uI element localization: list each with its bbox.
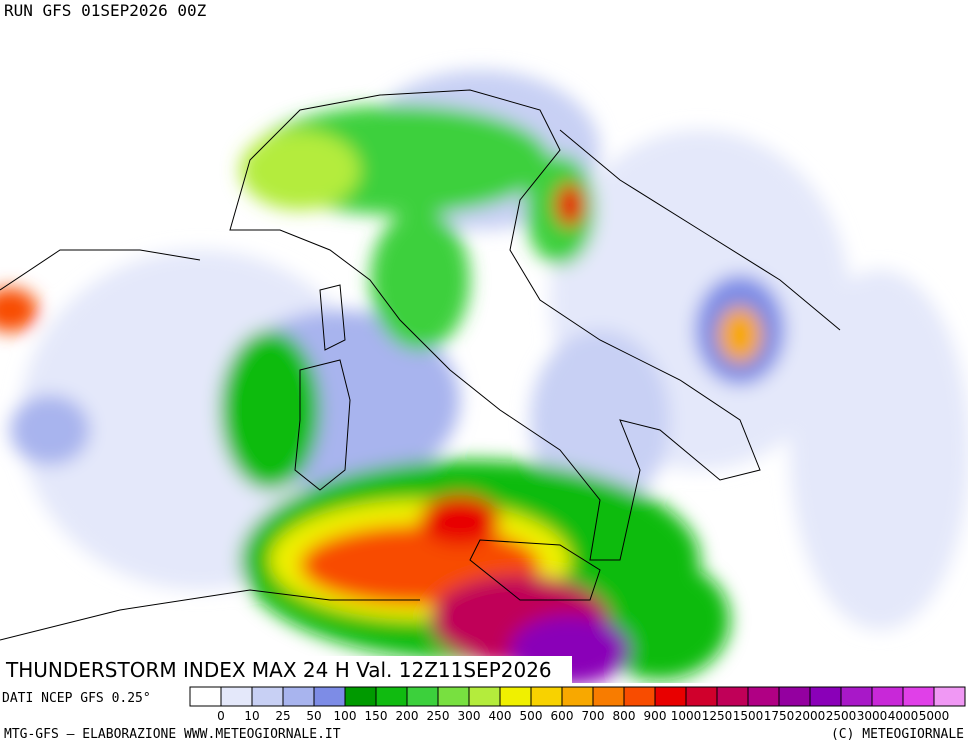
legend-label: 400	[489, 709, 512, 723]
legend-swatch	[220, 686, 253, 707]
footer-right: (C) METEOGIORNALE	[831, 727, 964, 742]
legend-label: 600	[551, 709, 574, 723]
footer-left: MTG-GFS – ELABORAZIONE WWW.METEOGIORNALE…	[4, 727, 341, 742]
title-box	[0, 656, 572, 683]
legend-swatch	[437, 686, 470, 707]
legend-swatch	[747, 686, 780, 707]
legend-swatch	[592, 686, 625, 707]
legend-swatch	[654, 686, 687, 707]
legend-label: 800	[613, 709, 636, 723]
legend-label: 25	[275, 709, 290, 723]
legend-swatch	[468, 686, 501, 707]
legend-swatch	[344, 686, 377, 707]
legend-label: 5000	[919, 709, 950, 723]
legend-swatch	[282, 686, 315, 707]
legend-label: 10	[244, 709, 259, 723]
legend-swatch	[778, 686, 811, 707]
legend-swatch	[499, 686, 532, 707]
legend-swatch	[375, 686, 408, 707]
legend-label: 4000	[888, 709, 919, 723]
legend-swatch	[902, 686, 935, 707]
legend-swatch	[933, 686, 966, 707]
legend-swatch	[840, 686, 873, 707]
run-label: RUN GFS 01SEP2026 00Z	[4, 1, 207, 20]
legend-label: 200	[396, 709, 419, 723]
legend-label: 2500	[826, 709, 857, 723]
legend-label: 1750	[764, 709, 795, 723]
legend-label: 1500	[733, 709, 764, 723]
legend-label: 0	[217, 709, 225, 723]
legend-swatch	[623, 686, 656, 707]
legend-swatch	[809, 686, 842, 707]
legend-swatch	[685, 686, 718, 707]
coastlines	[0, 89, 841, 641]
legend-label: 300	[458, 709, 481, 723]
legend-swatch	[716, 686, 749, 707]
legend-label: 250	[427, 709, 450, 723]
legend-swatch	[561, 686, 594, 707]
legend-label: 50	[306, 709, 321, 723]
map	[0, 70, 968, 685]
legend-label: 100	[334, 709, 357, 723]
legend-swatch	[313, 686, 346, 707]
legend-swatch	[871, 686, 904, 707]
color-legend: 0 10 25 50 100 150 200 250 300 400 500 600 700 800 900…	[189, 686, 966, 723]
legend-swatch	[189, 686, 222, 707]
legend-swatch	[406, 686, 439, 707]
source-label: DATI NCEP GFS 0.25°	[2, 691, 151, 706]
legend-label: 150	[365, 709, 388, 723]
legend-label: 3000	[857, 709, 888, 723]
legend-label: 900	[644, 709, 667, 723]
legend-label: 1250	[702, 709, 733, 723]
legend-label: 1000	[671, 709, 702, 723]
map-title: THUNDERSTORM INDEX MAX 24 H Val. 12Z11SE…	[5, 658, 552, 682]
legend-label: 700	[582, 709, 605, 723]
legend-label: 2000	[795, 709, 826, 723]
legend-swatch	[530, 686, 563, 707]
legend-swatch	[251, 686, 284, 707]
legend-label: 500	[520, 709, 543, 723]
